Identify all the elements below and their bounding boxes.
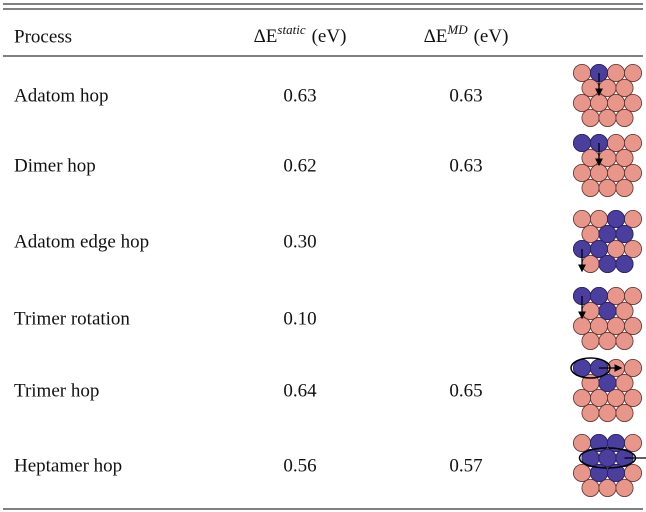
lattice-atom [590,210,607,227]
lattice-atom [582,79,599,96]
lattice-atom [590,317,607,334]
lattice-atom [582,479,599,496]
energy-value: 0.56 [283,455,316,476]
energy-value: 0.65 [449,380,482,401]
lattice-atom [599,179,616,196]
lattice-atom [624,64,641,81]
lattice-atom [607,94,624,111]
lattice-atom [599,79,616,96]
lattice-atom [624,317,641,334]
energy-value: 0.63 [283,85,316,106]
adatom [616,255,633,272]
process-name: Trimer rotation [14,308,130,329]
energy-value: 0.57 [449,455,482,476]
process-name: Adatom edge hop [14,231,149,252]
lattice-atom [582,225,599,242]
lattice-atom [582,179,599,196]
lattice-atom [599,149,616,166]
lattice-atom [616,149,633,166]
lattice-atom [607,317,624,334]
lattice-atom [616,79,633,96]
lattice-atom [624,389,641,406]
adatom [590,287,607,304]
energy-value: 0.10 [283,308,316,329]
lattice-atom [573,464,590,481]
header-symbol: ΔE [424,26,448,47]
lattice-atom [616,179,633,196]
adatom [573,134,590,151]
adatom [590,240,607,257]
lattice-atom [573,64,590,81]
lattice-atom [624,287,641,304]
adatom [599,225,616,242]
lattice-atom [624,359,641,376]
header-cell: ΔEstatic (eV) [254,22,347,47]
lattice-atom [624,434,641,451]
header-unit: (eV) [312,26,347,47]
energy-value: 0.62 [283,155,316,176]
lattice-atom [616,332,633,349]
header-sup: static [277,22,305,37]
header-unit: (eV) [474,26,509,47]
lattice-atom [616,302,633,319]
lattice-atom [607,134,624,151]
lattice-atom [607,164,624,181]
lattice-atom [573,317,590,334]
lattice-atom [582,404,599,421]
lattice-atom [590,164,607,181]
adatom [599,449,616,466]
lattice-atom [582,302,599,319]
header-cell: Process [14,26,72,47]
adatom [616,225,633,242]
lattice-atom [607,389,624,406]
lattice-atom [573,94,590,111]
lattice-atom [599,404,616,421]
lattice-atom [607,287,624,304]
header-symbol: ΔE [254,26,278,47]
lattice-atom [624,240,641,257]
lattice-atom [590,94,607,111]
lattice-atom [616,109,633,126]
lattice-atom [599,332,616,349]
lattice-atom [607,64,624,81]
lattice-atom [624,164,641,181]
lattice-atom [599,479,616,496]
process-name: Trimer hop [14,380,99,401]
process-name: Adatom hop [14,85,108,106]
adatom [599,302,616,319]
lattice-atom [582,255,599,272]
header-sup: MD [446,22,468,37]
lattice-atom [616,479,633,496]
lattice-atom [616,404,633,421]
process-name: Dimer hop [14,155,96,176]
lattice-atom [599,109,616,126]
lattice-atom [582,332,599,349]
lattice-atom [573,434,590,451]
lattice-atom [616,374,633,391]
lattice-atom [573,389,590,406]
lattice-atom [582,149,599,166]
lattice-atom [624,94,641,111]
header-cell: ΔEMD (eV) [424,22,509,47]
energy-value: 0.63 [449,85,482,106]
adatom [607,210,624,227]
lattice-atom [624,134,641,151]
lattice-atom [582,109,599,126]
energy-value: 0.64 [283,380,317,401]
lattice-atom [624,210,641,227]
lattice-atom [573,210,590,227]
lattice-atom [590,389,607,406]
lattice-atom [624,464,641,481]
table: ProcessΔEstatic(eV)ΔEMD(eV)Adatom hop0.6… [0,0,646,512]
lattice-atom [607,240,624,257]
energy-value: 0.30 [283,231,316,252]
lattice-atom [573,164,590,181]
process-name: Heptamer hop [14,455,122,476]
adatom [599,255,616,272]
energy-value: 0.63 [449,155,482,176]
